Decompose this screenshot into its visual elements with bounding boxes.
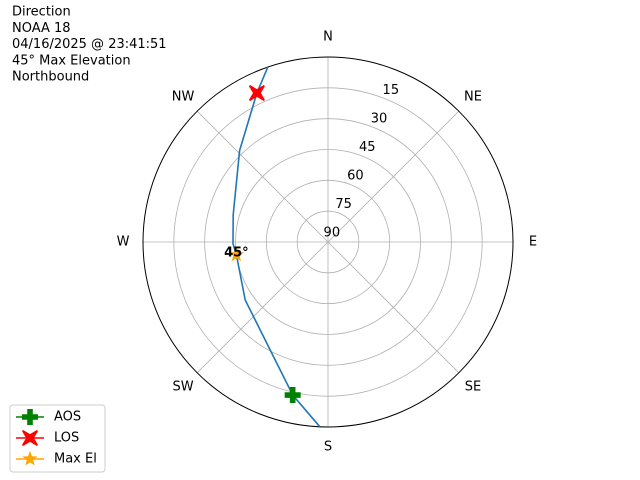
title-line: NOAA 18 bbox=[12, 21, 71, 36]
legend-marker bbox=[22, 430, 38, 446]
title-line: 04/16/2025 @ 23:41:51 bbox=[12, 37, 167, 52]
track-line bbox=[232, 66, 321, 428]
title-line: Direction bbox=[12, 5, 71, 20]
r-tick-label: 30 bbox=[371, 111, 388, 126]
r-tick-label: 45 bbox=[359, 140, 376, 155]
legend-label: AOS bbox=[54, 410, 81, 425]
legend-marker bbox=[22, 451, 38, 466]
theta-tick-label: NW bbox=[172, 90, 195, 105]
theta-tick-label: SE bbox=[465, 379, 481, 394]
outer-frame bbox=[142, 56, 514, 428]
marker-plus bbox=[284, 387, 301, 404]
grid-spoke bbox=[327, 110, 460, 243]
title-line: 45° Max Elevation bbox=[12, 53, 131, 68]
theta-tick-label: W bbox=[117, 235, 130, 250]
r-tick-label: 75 bbox=[335, 197, 352, 212]
grid-spoke bbox=[327, 241, 460, 374]
theta-tick-label: NE bbox=[464, 90, 482, 105]
marker-x bbox=[248, 85, 265, 101]
title-line: Northbound bbox=[12, 70, 89, 85]
theta-tick-label: S bbox=[324, 440, 332, 455]
theta-tick-label: E bbox=[529, 235, 537, 250]
theta-tick-label: N bbox=[323, 30, 333, 45]
legend-label: LOS bbox=[54, 431, 79, 446]
legend: AOS LOS Max El bbox=[9, 404, 106, 473]
marker-star bbox=[228, 246, 244, 262]
legend-marker bbox=[22, 409, 38, 425]
legend-label: Max El bbox=[54, 452, 97, 467]
r-tick-label: 90 bbox=[324, 225, 341, 240]
legend-box bbox=[9, 404, 106, 473]
value-label: 45° bbox=[224, 245, 249, 260]
theta-tick-label: SW bbox=[172, 379, 193, 394]
grid-spoke bbox=[196, 241, 329, 374]
grid-spoke bbox=[196, 110, 329, 243]
r-tick-label: 60 bbox=[347, 168, 364, 183]
r-tick-label: 15 bbox=[383, 83, 400, 98]
